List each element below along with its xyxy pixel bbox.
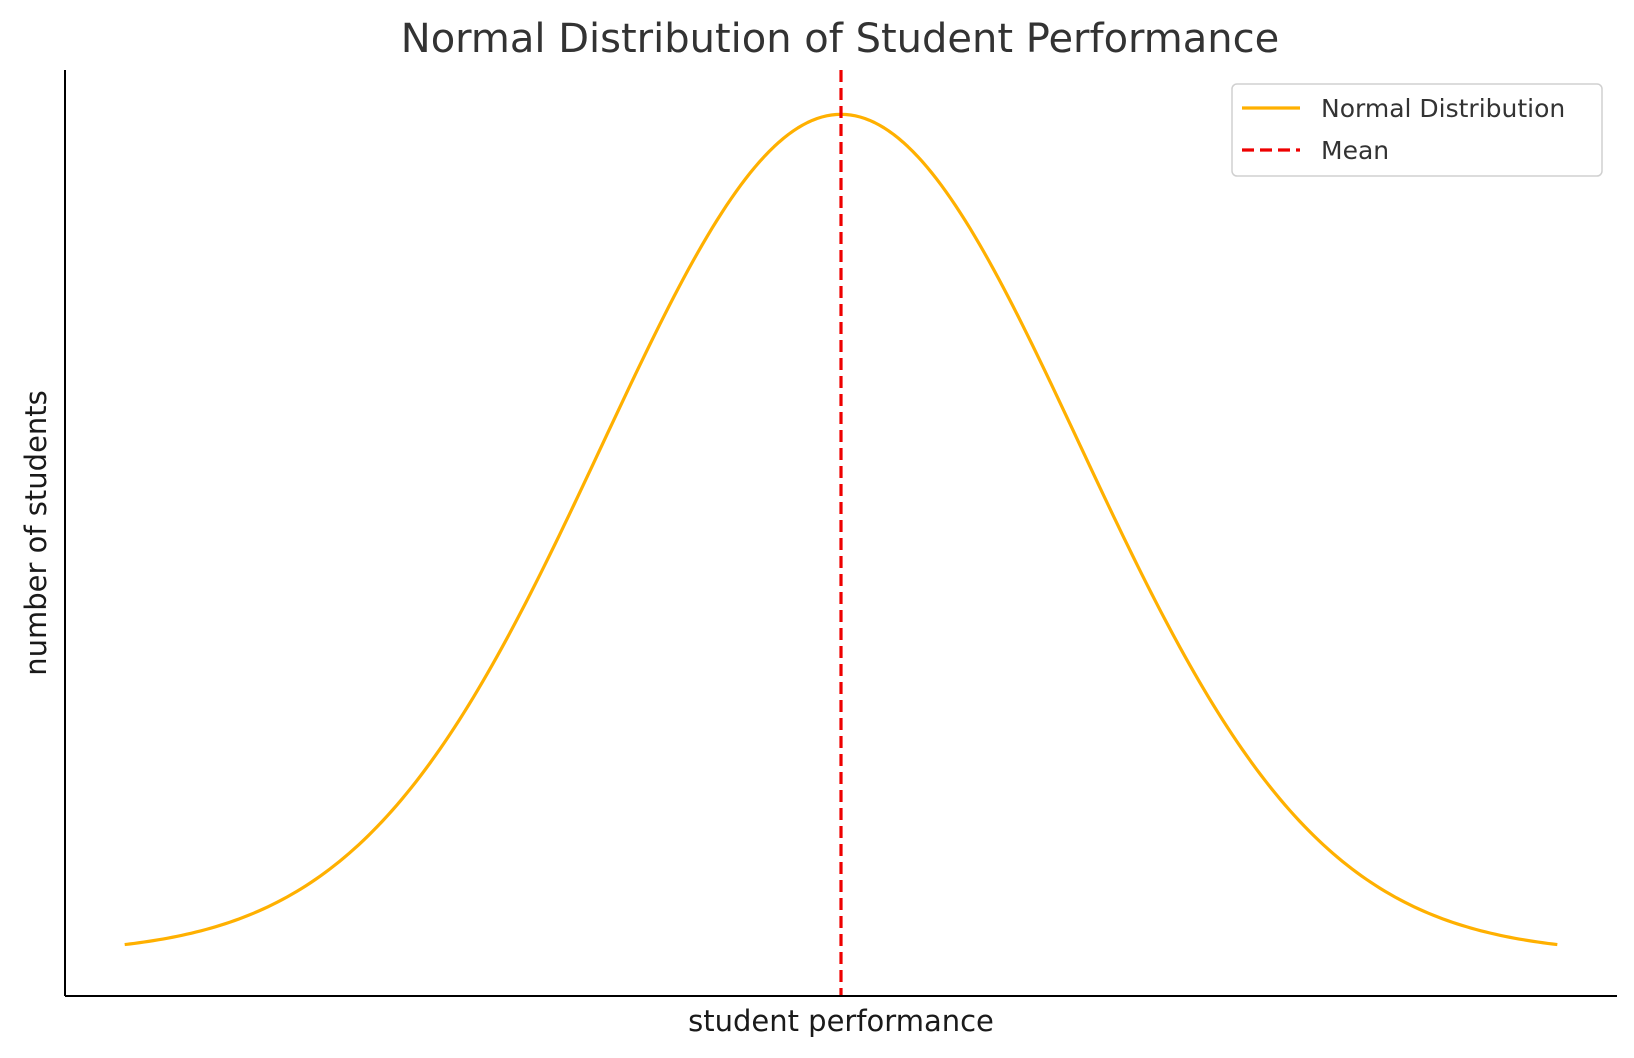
x-axis-label: student performance <box>688 1004 994 1038</box>
plot-area <box>124 70 1558 996</box>
y-axis-label: number of students <box>19 390 53 676</box>
legend-label-normal-distribution: Normal Distribution <box>1321 94 1565 123</box>
legend-label-mean: Mean <box>1321 136 1389 165</box>
chart-title: Normal Distribution of Student Performan… <box>401 16 1279 62</box>
legend: Normal Distribution Mean <box>1231 83 1603 177</box>
legend-box <box>1231 83 1603 177</box>
